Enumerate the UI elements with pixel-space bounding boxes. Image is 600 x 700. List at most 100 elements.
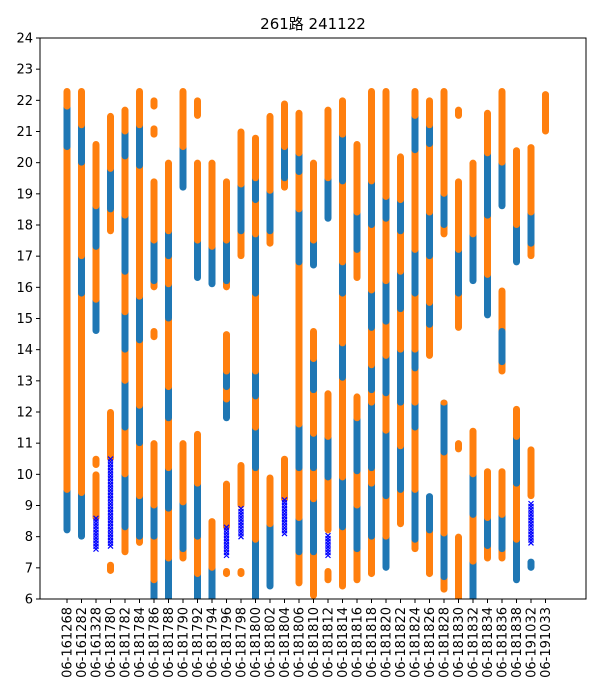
stop-time-run [165,159,172,235]
x-tick-label: 06-181822 [394,607,409,678]
stop-time-run [469,511,477,565]
y-tick-label: 10 [16,468,33,483]
stop-time-run [78,290,85,497]
stop-time-run [353,546,361,584]
stop-time-run [382,278,390,325]
stop-time-run [252,290,259,338]
stop-time-run [353,468,361,509]
stop-time-run [397,197,404,235]
stop-time-run [498,159,506,210]
stop-time-run [150,533,158,584]
stop-time-run [527,446,535,500]
stop-time-run [252,393,259,431]
stop-time-run [63,103,71,151]
stop-time-run [281,100,288,151]
stop-time-run [121,377,129,431]
stop-time-run [92,455,100,468]
stop-time-run [397,443,404,493]
stop-time-run [382,352,390,397]
stop-time-run [368,287,375,331]
stop-time-run [295,109,303,157]
stop-time-run [426,122,433,147]
stop-time-run [179,144,187,191]
stop-time-run [339,131,346,185]
stop-time-run [165,384,172,422]
stop-time-run [165,415,172,472]
y-tick-label: 16 [16,281,33,296]
stop-time-run [194,430,201,487]
stop-time-run [426,209,433,260]
x-tick-label: 06-181792 [191,607,206,678]
y-tick-label: 21 [16,125,33,140]
stop-time-run [63,486,71,534]
stop-time-run [252,465,259,543]
stop-time-run [440,190,448,228]
stop-time-run [208,243,216,288]
stop-time-run [295,421,303,472]
stop-time-run [469,159,477,238]
stop-time-run [78,253,85,297]
x-tick-label: 06-181818 [365,607,380,678]
stop-time-run [92,140,100,210]
y-tick-label: 8 [25,530,33,545]
stop-time-run [92,471,100,521]
stop-time-run [165,281,172,322]
stop-time-run [295,169,303,213]
stop-time-run [78,87,85,129]
stop-time-run [266,474,274,528]
stop-time-run [150,125,158,138]
stop-time-run [324,175,332,222]
x-tick-label: 06-181804 [278,607,293,678]
stop-time-run [411,365,419,406]
x-tick-label: 06-181800 [249,607,264,678]
stop-time-run [455,533,462,599]
y-tick-label: 17 [16,250,33,265]
stop-time-run [266,112,274,194]
y-axis: 6 7 8 9 10 11 12 13 14 15 16 17 18 19 20 21 22 23 24 [16,32,40,608]
stop-time-run [426,299,433,328]
stop-time-run [165,465,172,512]
x-marker [223,524,230,531]
x-tick-label: 06-181802 [264,607,279,678]
stop-time-run [78,490,85,540]
y-tick-label: 24 [16,32,33,47]
y-tick-label: 9 [25,499,33,514]
stop-time-run [484,109,491,157]
stop-time-run [179,440,187,506]
stop-time-run [411,486,419,543]
stop-time-run [513,147,520,228]
x-tick-label: 06-181816 [351,607,366,678]
stop-time-run [107,415,114,462]
y-tick-label: 18 [16,219,33,234]
stop-time-run [150,97,158,110]
stop-time-run [121,106,129,135]
stop-time-run [397,486,404,528]
stop-time-run [63,87,71,110]
stop-time-run [295,465,303,521]
stop-time-run [121,524,129,556]
stop-time-run [397,268,404,313]
stop-time-run [281,455,288,503]
y-tick-label: 11 [16,437,33,452]
stop-time-run [194,159,201,244]
x-tick-label: 06-181832 [467,607,482,678]
stop-time-run [513,405,520,440]
stop-time-run [237,128,245,188]
stop-time-run [252,424,259,472]
stop-time-run [382,193,390,222]
stop-time-run [136,493,143,540]
stop-time-run [252,175,259,204]
stop-time-run [513,480,520,543]
stop-time-run [194,97,201,119]
stop-time-run [440,399,448,456]
stop-time-run [339,474,346,531]
stop-time-run [266,521,274,590]
y-tick-label: 19 [16,187,33,202]
stop-time-run [107,561,114,574]
stop-time-run [498,327,506,366]
x-tick-label: 06-161328 [90,607,105,678]
x-tick-label: 06-181790 [177,607,192,678]
stop-time-run [440,449,448,537]
stop-time-run [252,536,259,599]
stop-time-run [382,427,390,500]
